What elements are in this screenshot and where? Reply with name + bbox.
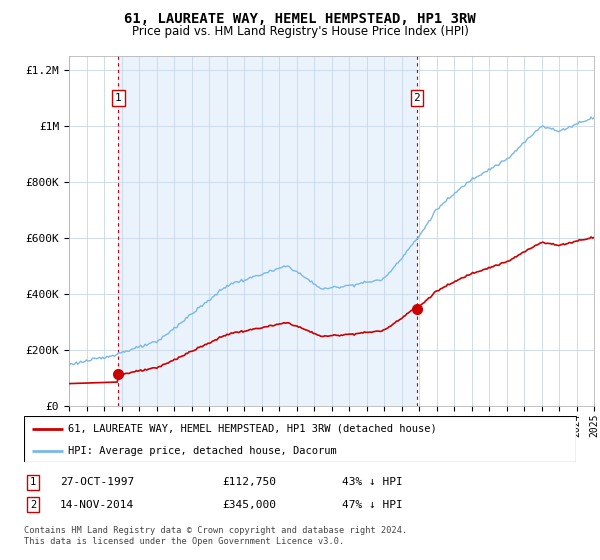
Text: 27-OCT-1997: 27-OCT-1997	[60, 477, 134, 487]
Text: £112,750: £112,750	[222, 477, 276, 487]
Text: Contains HM Land Registry data © Crown copyright and database right 2024.
This d: Contains HM Land Registry data © Crown c…	[24, 526, 407, 546]
Text: 61, LAUREATE WAY, HEMEL HEMPSTEAD, HP1 3RW (detached house): 61, LAUREATE WAY, HEMEL HEMPSTEAD, HP1 3…	[68, 424, 437, 434]
Text: 47% ↓ HPI: 47% ↓ HPI	[342, 500, 403, 510]
Text: 1: 1	[115, 93, 122, 103]
Text: £345,000: £345,000	[222, 500, 276, 510]
Text: 1: 1	[30, 477, 36, 487]
Bar	[118, 56, 417, 406]
Text: HPI: Average price, detached house, Dacorum: HPI: Average price, detached house, Daco…	[68, 446, 337, 455]
Text: 61, LAUREATE WAY, HEMEL HEMPSTEAD, HP1 3RW: 61, LAUREATE WAY, HEMEL HEMPSTEAD, HP1 3…	[124, 12, 476, 26]
Text: Price paid vs. HM Land Registry's House Price Index (HPI): Price paid vs. HM Land Registry's House …	[131, 25, 469, 38]
Text: 43% ↓ HPI: 43% ↓ HPI	[342, 477, 403, 487]
Text: 2: 2	[413, 93, 420, 103]
Text: 2: 2	[30, 500, 36, 510]
Text: 14-NOV-2014: 14-NOV-2014	[60, 500, 134, 510]
